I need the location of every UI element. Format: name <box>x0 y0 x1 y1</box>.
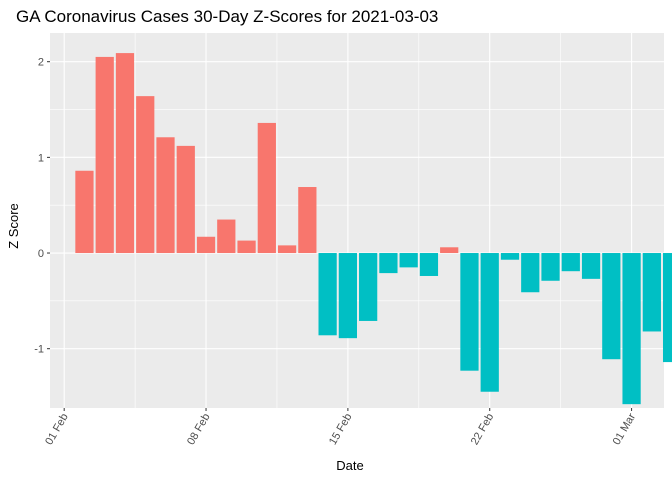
bar-03-feb <box>95 56 114 254</box>
bar-23-feb <box>500 253 520 260</box>
bar-17-feb <box>379 253 398 274</box>
bar-05-feb <box>136 96 155 254</box>
bar-09-feb <box>217 219 236 254</box>
bar-01-mar <box>622 253 641 405</box>
bar-19-feb <box>419 253 439 276</box>
y-axis: -1 0 1 2 <box>34 57 50 356</box>
bar-07-feb <box>176 145 195 254</box>
bar-14-feb <box>318 253 337 336</box>
bar-06-feb <box>156 137 175 254</box>
bar-27-feb <box>581 253 601 279</box>
bar-13-feb <box>298 187 317 254</box>
x-axis: 01 Feb 08 Feb 15 Feb 22 Feb 01 Mar <box>43 408 638 447</box>
y-axis-title: Z Score <box>6 203 21 249</box>
x-tick-label: 01 Mar <box>611 411 639 447</box>
bar-02-feb <box>75 170 94 254</box>
bar-22-feb <box>480 253 499 392</box>
x-tick-label: 01 Feb <box>43 412 71 448</box>
bar-08-feb <box>196 236 216 254</box>
x-axis-title: Date <box>336 458 363 473</box>
bar-02-mar <box>642 253 661 332</box>
x-tick-label: 22 Feb <box>469 412 497 448</box>
x-tick-label: 08 Feb <box>185 412 213 448</box>
y-tick-label: 2 <box>38 57 44 69</box>
chart-title: GA Coronavirus Cases 30-Day Z-Scores for… <box>16 7 438 26</box>
bar-21-feb <box>460 253 479 371</box>
bar-11-feb <box>257 122 276 254</box>
bar-24-feb <box>521 253 540 293</box>
bar-10-feb <box>237 240 256 254</box>
y-tick-label: -1 <box>34 344 44 356</box>
y-tick-label: 1 <box>38 152 44 164</box>
bar-04-feb <box>115 53 135 254</box>
bars <box>75 53 672 405</box>
bar-25-feb <box>541 253 560 281</box>
bar-12-feb <box>277 245 297 254</box>
bar-18-feb <box>399 253 418 268</box>
bar-26-feb <box>561 253 580 272</box>
bar-28-feb <box>602 253 621 360</box>
bar-15-feb <box>338 253 357 339</box>
bar-16-feb <box>359 253 378 321</box>
y-tick-label: 0 <box>38 248 44 260</box>
x-tick-label: 15 Feb <box>327 412 355 448</box>
bar-20-feb <box>440 247 459 254</box>
bar-03-mar <box>662 253 672 363</box>
